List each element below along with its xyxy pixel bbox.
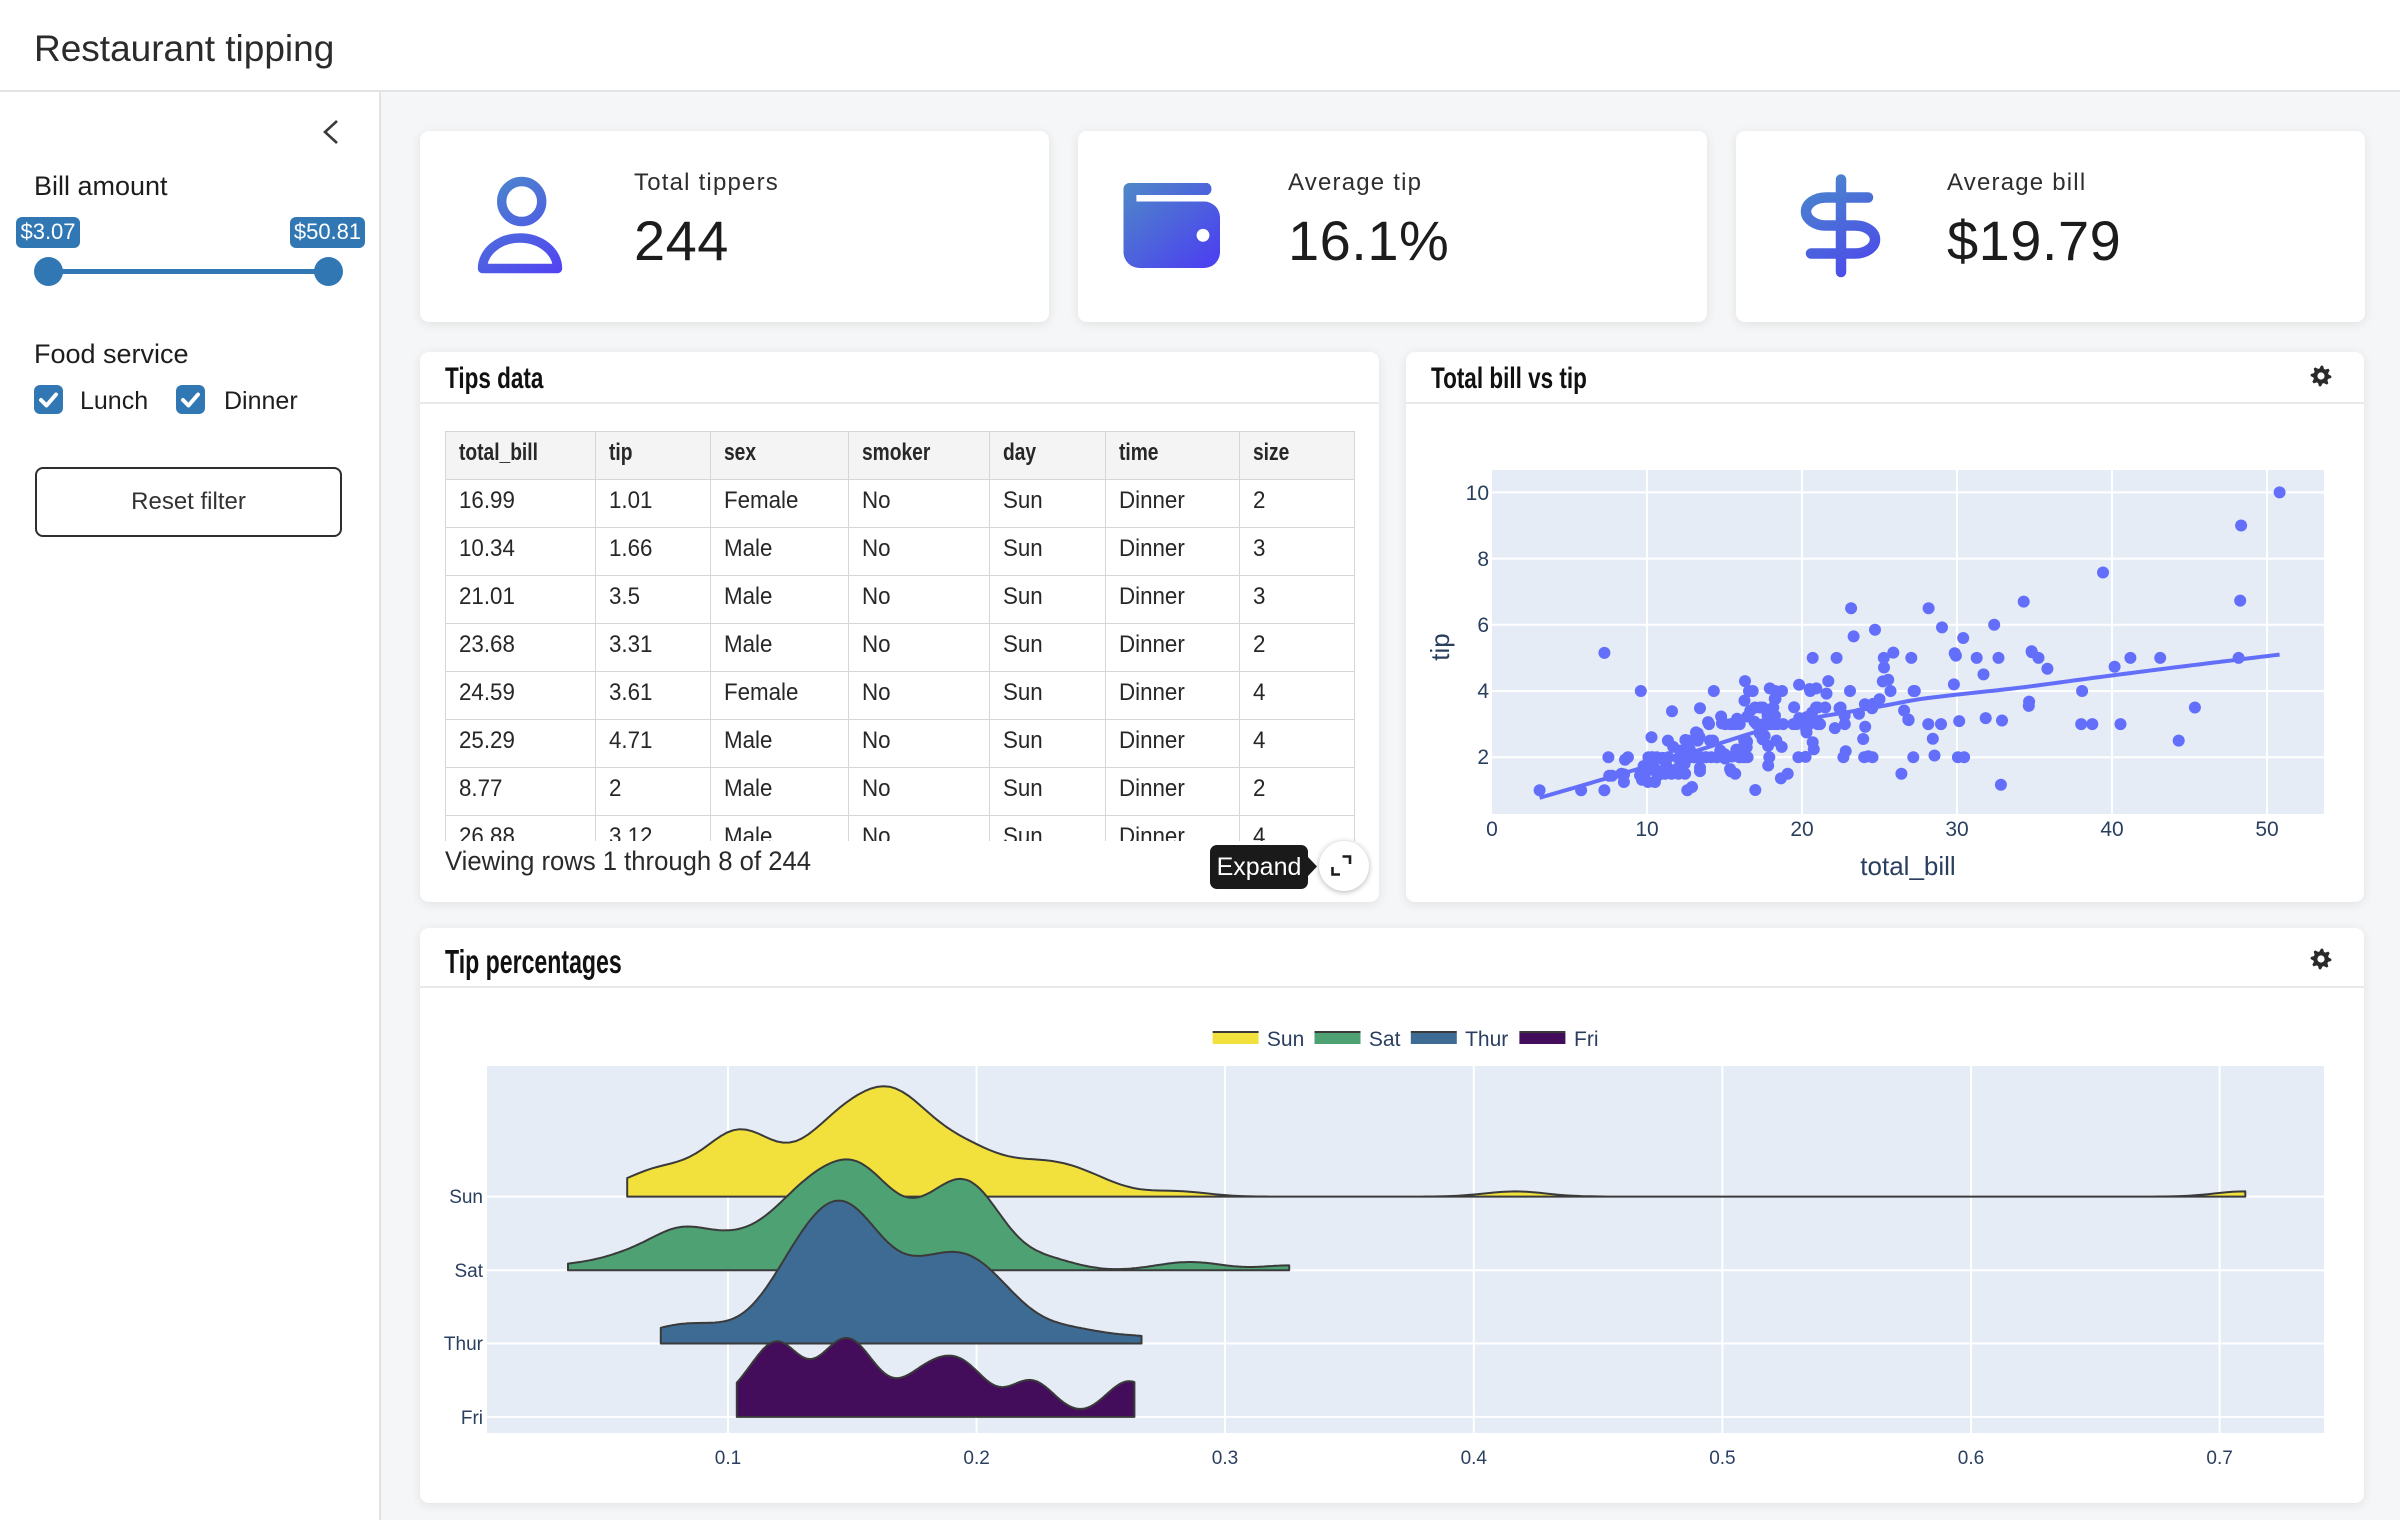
svg-text:20: 20 [1790, 818, 1813, 841]
svg-text:0: 0 [1486, 818, 1498, 841]
svg-text:50: 50 [2255, 818, 2278, 841]
svg-text:0.3: 0.3 [1212, 1448, 1238, 1469]
svg-text:4: 4 [1477, 680, 1489, 703]
svg-text:Thur: Thur [1465, 1028, 1508, 1051]
svg-text:0.7: 0.7 [2206, 1448, 2232, 1469]
svg-text:6: 6 [1477, 614, 1489, 637]
svg-text:0.6: 0.6 [1958, 1448, 1984, 1469]
svg-text:Sun: Sun [1267, 1028, 1304, 1051]
svg-text:Sat: Sat [454, 1261, 483, 1282]
svg-text:tip: tip [1425, 633, 1455, 660]
svg-text:10: 10 [1635, 818, 1658, 841]
svg-text:0.1: 0.1 [715, 1448, 741, 1469]
svg-text:0.4: 0.4 [1461, 1448, 1488, 1469]
svg-text:Sat: Sat [1369, 1028, 1401, 1051]
svg-text:Fri: Fri [1574, 1028, 1599, 1051]
svg-text:40: 40 [2100, 818, 2123, 841]
svg-text:2: 2 [1477, 746, 1489, 769]
svg-text:Fri: Fri [461, 1408, 483, 1429]
svg-text:Thur: Thur [444, 1334, 484, 1355]
svg-text:Sun: Sun [449, 1187, 483, 1208]
svg-text:8: 8 [1477, 548, 1489, 571]
svg-text:total_bill: total_bill [1860, 851, 1955, 881]
svg-text:30: 30 [1945, 818, 1968, 841]
svg-text:0.5: 0.5 [1709, 1448, 1735, 1469]
svg-text:10: 10 [1466, 482, 1489, 505]
svg-text:0.2: 0.2 [963, 1448, 989, 1469]
